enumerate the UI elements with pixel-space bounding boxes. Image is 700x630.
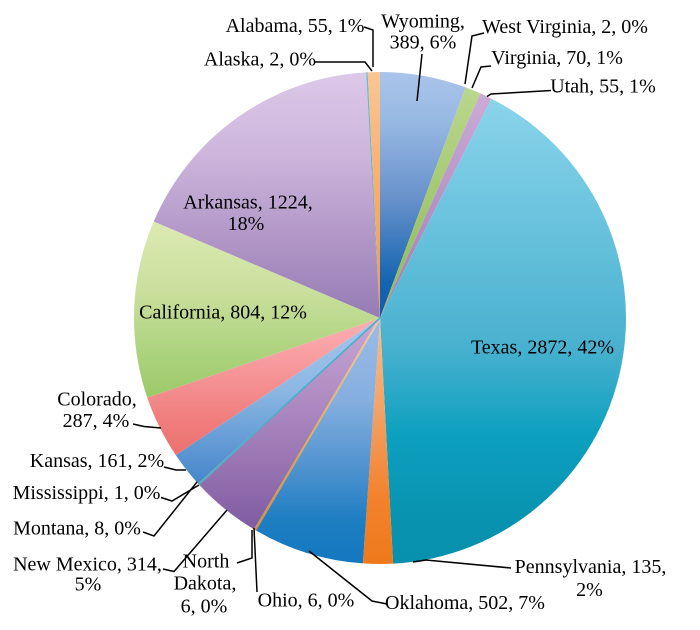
svg-text:Texas, 2872, 42%: Texas, 2872, 42% xyxy=(471,337,614,359)
svg-text:2%: 2% xyxy=(576,579,603,601)
svg-text:389, 6%: 389, 6% xyxy=(390,32,457,54)
svg-text:Arkansas, 1224,: Arkansas, 1224, xyxy=(183,192,312,214)
svg-text:West Virginia, 2, 0%: West Virginia, 2, 0% xyxy=(482,16,648,38)
svg-text:287, 4%: 287, 4% xyxy=(63,410,130,432)
svg-text:New Mexico, 314,: New Mexico, 314, xyxy=(13,554,162,576)
svg-text:Ohio, 6, 0%: Ohio, 6, 0% xyxy=(258,590,355,612)
svg-text:Alabama, 55, 1%: Alabama, 55, 1% xyxy=(226,15,365,37)
svg-text:Mississippi, 1, 0%: Mississippi, 1, 0% xyxy=(13,482,161,504)
svg-text:6, 0%: 6, 0% xyxy=(181,596,228,618)
svg-text:Kansas, 161, 2%: Kansas, 161, 2% xyxy=(30,450,164,472)
svg-text:Oklahoma, 502, 7%: Oklahoma, 502, 7% xyxy=(385,592,545,614)
svg-text:5%: 5% xyxy=(75,574,102,596)
svg-text:Colorado,: Colorado, xyxy=(57,389,136,411)
svg-text:California, 804, 12%: California, 804, 12% xyxy=(139,302,307,324)
svg-text:Pennsylvania, 135,: Pennsylvania, 135, xyxy=(515,556,667,578)
svg-text:Montana, 8, 0%: Montana, 8, 0% xyxy=(13,518,141,540)
svg-text:Wyoming,: Wyoming, xyxy=(381,11,465,33)
svg-text:Utah, 55, 1%: Utah, 55, 1% xyxy=(550,76,656,98)
svg-text:Dakota,: Dakota, xyxy=(174,573,237,595)
svg-text:18%: 18% xyxy=(228,213,265,235)
svg-text:North: North xyxy=(183,551,230,573)
svg-text:Virginia, 70, 1%: Virginia, 70, 1% xyxy=(491,47,623,69)
svg-text:Alaska, 2, 0%: Alaska, 2, 0% xyxy=(204,49,316,71)
